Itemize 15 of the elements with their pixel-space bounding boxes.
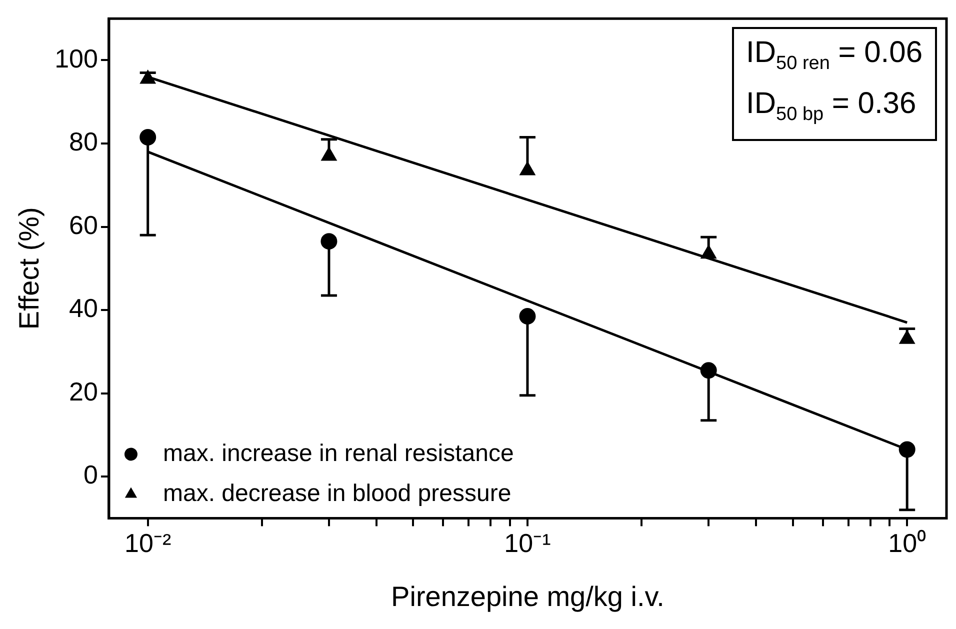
y-tick-label: 40 bbox=[69, 293, 98, 324]
y-tick-label: 20 bbox=[69, 376, 98, 406]
legend-label: max. increase in renal resistance bbox=[162, 440, 514, 467]
annotation: ID$_{50 ren}$ = 0.06 bbox=[746, 34, 922, 76]
x-tick-label: 10⁻¹ bbox=[504, 528, 552, 558]
y-tick-label: 60 bbox=[69, 210, 98, 240]
legend-label: max. decrease in blood pressure bbox=[162, 480, 512, 507]
x-tick-label: 10⁻² bbox=[124, 528, 172, 558]
y-tick-label: 100 bbox=[54, 43, 98, 74]
y-tick-label: 0 bbox=[84, 460, 98, 490]
y-axis-title: Effect (%) bbox=[14, 207, 45, 330]
annotation: ID$_{50 bp}$ = 0.36 bbox=[746, 86, 918, 127]
x-tick-label: 10⁰ bbox=[888, 528, 926, 558]
y-tick-label: 80 bbox=[69, 126, 98, 157]
x-axis-title: Pirenzepine mg/kg i.v. bbox=[391, 580, 664, 612]
